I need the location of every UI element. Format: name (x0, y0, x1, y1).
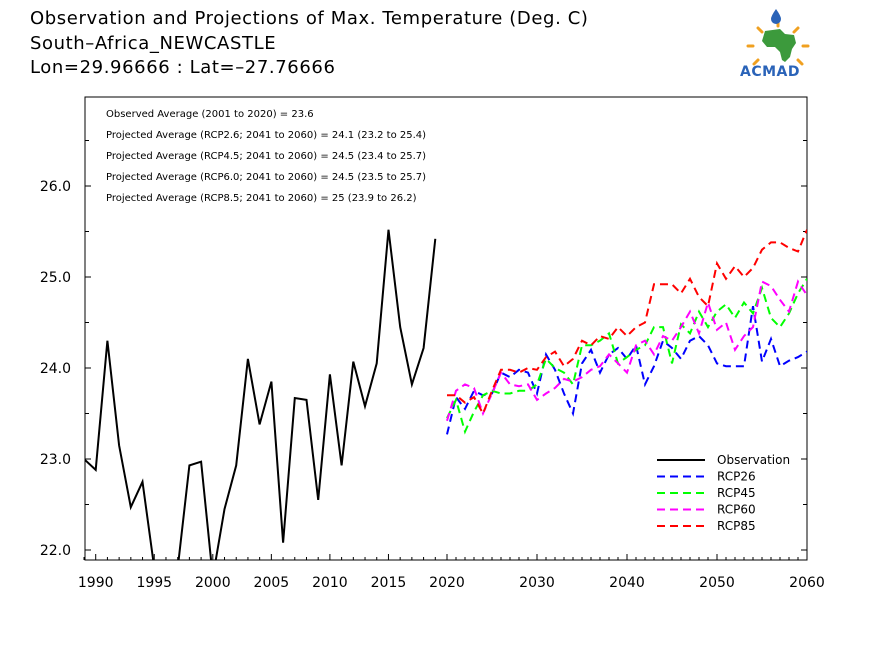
average-annotation: Projected Average (RCP6.0; 2041 to 2060)… (106, 172, 426, 183)
annotations: Observed Average (2001 to 2020) = 23.6 Pr… (106, 109, 426, 204)
average-annotation: Projected Average (RCP4.5; 2041 to 2060)… (106, 151, 426, 162)
series-line-rcp26 (446, 305, 807, 435)
series-line-rcp45 (446, 278, 807, 435)
series-line-rcp85 (447, 229, 807, 416)
x-tick-label: 2020 (429, 575, 465, 591)
series-line-observation (85, 229, 437, 560)
x-tick-label: 2015 (371, 575, 407, 591)
legend-label-rcp60: RCP60 (717, 503, 756, 517)
legend-label-observation: Observation (717, 453, 790, 467)
average-annotation: Observed Average (2001 to 2020) = 23.6 (106, 109, 314, 120)
x-tick-label: 2030 (519, 575, 555, 591)
legend-label-rcp26: RCP26 (717, 470, 756, 484)
y-tick-label: 25.0 (40, 270, 71, 286)
x-tick-label: 1990 (78, 575, 114, 591)
acmad-logo (746, 9, 810, 66)
y-tick-label: 23.0 (40, 452, 71, 468)
axes: 22.0 23.0 24.0 25.0 26.0 1990 1995 2000 2005 2010… (40, 140, 825, 591)
africa-icon (762, 29, 796, 62)
x-tick-label: 2010 (312, 575, 348, 591)
acmad-logo-text: ACMAD (740, 64, 800, 80)
x-tick-label: 2005 (254, 575, 290, 591)
y-tick-label: 22.0 (40, 543, 71, 559)
series-line-rcp60 (446, 279, 807, 422)
average-annotation: Projected Average (RCP8.5; 2041 to 2060)… (106, 193, 417, 204)
x-tick-label: 1995 (136, 575, 172, 591)
chart-title-line-1: Observation and Projections of Max. Temp… (30, 8, 589, 29)
series-group (85, 229, 807, 560)
x-tick-label: 2050 (699, 575, 735, 591)
water-drop-icon (771, 9, 781, 24)
x-tick-label: 2040 (609, 575, 645, 591)
chart-title-line-3: Lon=29.96666 : Lat=–27.76666 (30, 57, 336, 78)
x-tick-label: 2060 (789, 575, 825, 591)
x-tick-label: 2000 (195, 575, 231, 591)
chart-title-line-2: South–Africa_NEWCASTLE (30, 33, 277, 54)
average-annotation: Projected Average (RCP2.6; 2041 to 2060)… (106, 130, 426, 141)
y-tick-label: 24.0 (40, 361, 71, 377)
y-tick-label: 26.0 (40, 179, 71, 195)
legend-label-rcp45: RCP45 (717, 486, 756, 500)
legend: Observation RCP26 RCP45 RCP60 RCP85 (657, 453, 790, 533)
plot-frame (84, 96, 808, 561)
legend-label-rcp85: RCP85 (717, 519, 756, 533)
